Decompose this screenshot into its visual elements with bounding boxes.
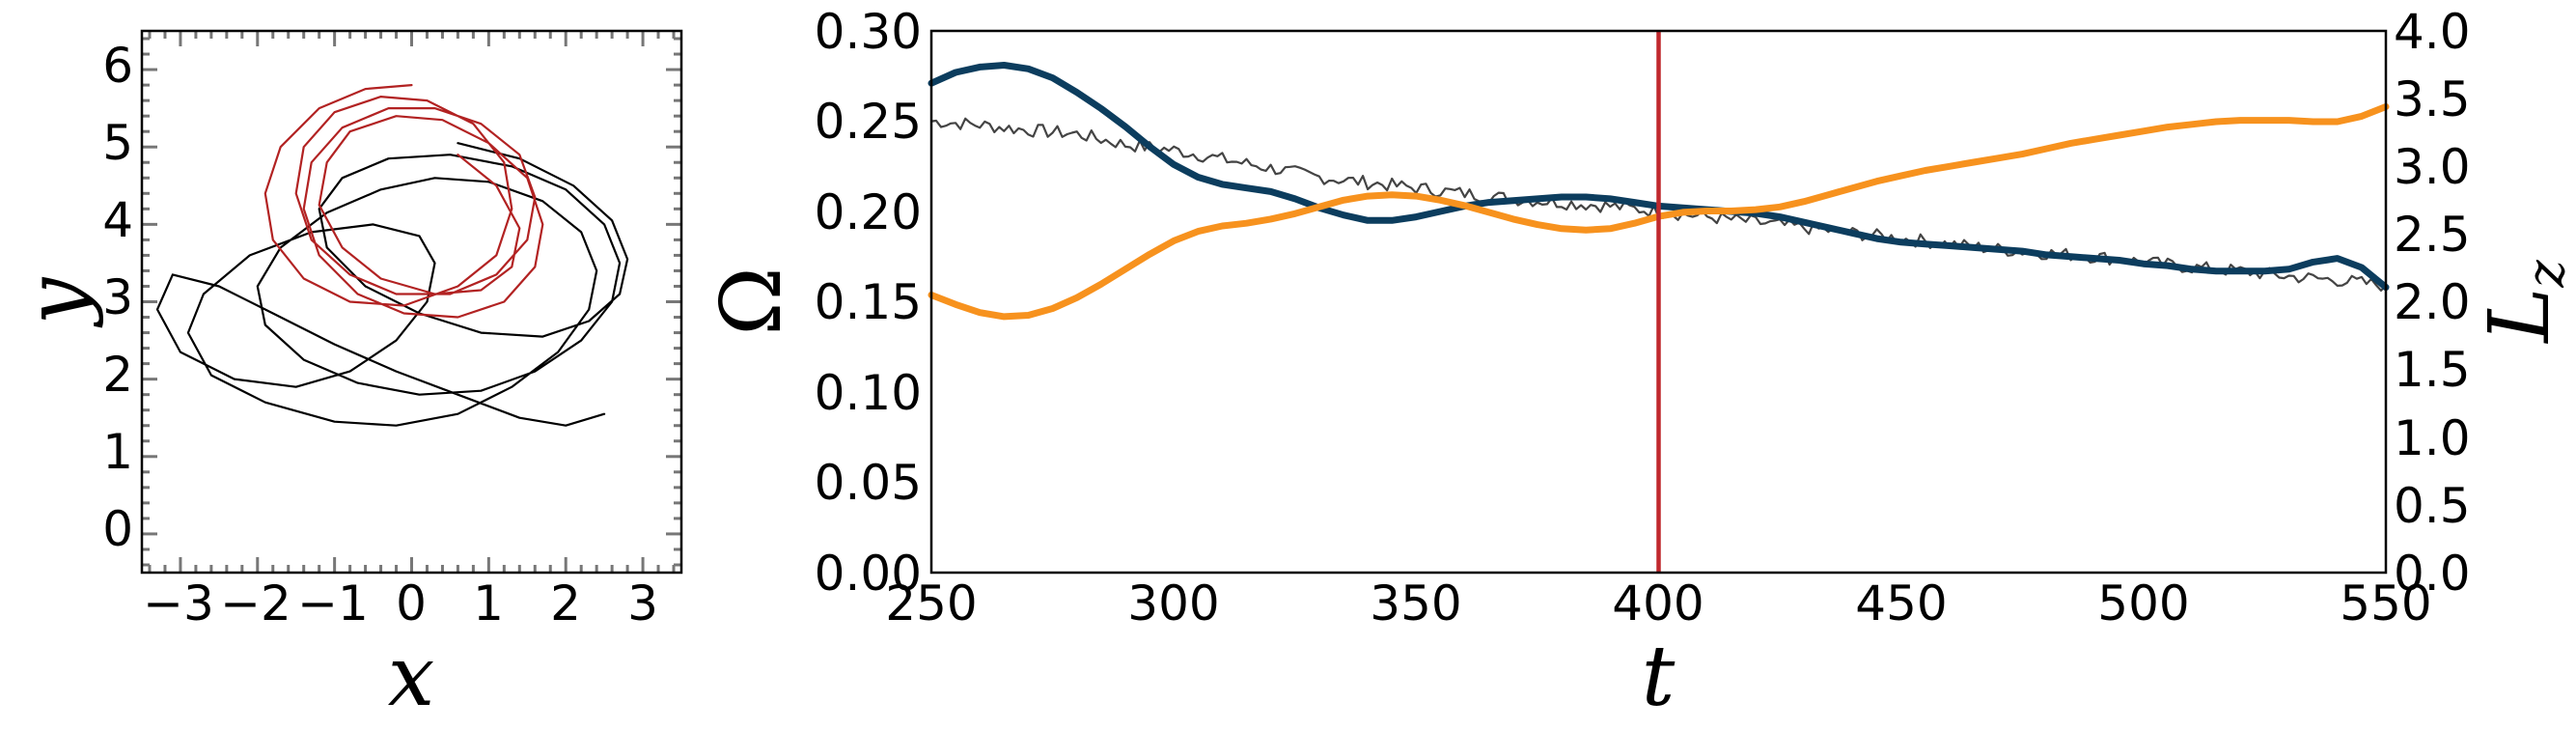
x-tick-label: −1 xyxy=(297,576,369,632)
y-tick-label: 6 xyxy=(102,38,133,94)
x-tick-label: 400 xyxy=(1612,576,1703,632)
timeseries-plot: 250 300 350 400 450 500 550 0.00 0.05 0.… xyxy=(704,4,2576,725)
y-tick-label: 0.20 xyxy=(815,184,922,240)
trajectory-x-tick-labels: −3 −2 −1 0 1 2 3 xyxy=(143,576,658,632)
timeseries-right-y-axis-label: Lz xyxy=(2472,260,2576,345)
y-tick-label: 5 xyxy=(102,115,133,171)
x-tick-label: 450 xyxy=(1855,576,1947,632)
x-tick-label: 250 xyxy=(885,576,977,632)
y-tick-label: 0 xyxy=(102,501,133,557)
y-tick-label: 4 xyxy=(102,192,133,248)
timeseries-right-y-tick-labels: 0.0 0.5 1.0 1.5 2.0 2.5 3.0 3.5 4.0 xyxy=(2394,4,2471,602)
y-tick-label: 0.15 xyxy=(815,274,922,330)
trajectory-plot: −3 −2 −1 0 1 2 3 0 1 2 3 4 5 6 x y xyxy=(9,29,683,725)
timeseries-y-tick-labels: 0.00 0.05 0.10 0.15 0.20 0.25 0.30 xyxy=(815,4,922,602)
timeseries-x-axis-label: t xyxy=(1642,629,1676,725)
x-tick-label: 3 xyxy=(627,576,658,632)
x-tick-label: −3 xyxy=(143,576,214,632)
y-tick-label: 0.25 xyxy=(815,94,922,150)
x-tick-label: 300 xyxy=(1127,576,1219,632)
x-tick-label: 0 xyxy=(396,576,427,632)
trajectory-tick-marks xyxy=(142,31,681,573)
y-tick-label: 3 xyxy=(102,269,133,325)
trajectory-x-axis-label: x xyxy=(388,629,435,725)
trajectory-plot-frame xyxy=(140,29,683,575)
x-tick-label: 1 xyxy=(473,576,504,632)
x-tick-label: 2 xyxy=(550,576,581,632)
y-tick-label: 0.05 xyxy=(815,455,922,511)
y-tick-label: 2 xyxy=(102,347,133,403)
trajectory-series-1 xyxy=(263,84,544,319)
y-tick-label: 0.10 xyxy=(815,365,922,421)
trajectory-series-0 xyxy=(155,142,629,427)
y-tick-label: 1 xyxy=(102,424,133,480)
right-y-tick-label: 0.0 xyxy=(2394,546,2471,602)
right-y-tick-label: 2.5 xyxy=(2394,207,2471,263)
x-tick-label: 550 xyxy=(2340,576,2431,632)
right-y-tick-label: 2.0 xyxy=(2394,274,2471,330)
x-tick-label: −2 xyxy=(220,576,291,632)
right-y-tick-label: 3.0 xyxy=(2394,139,2471,195)
timeseries-left-y-axis-label: Ω xyxy=(704,267,800,335)
timeseries-x-tick-labels: 250 300 350 400 450 500 550 xyxy=(885,576,2431,632)
trajectory-y-tick-labels: 0 1 2 3 4 5 6 xyxy=(102,38,133,557)
y-tick-label: 0.00 xyxy=(815,546,922,602)
timeseries-plot-frame xyxy=(929,29,2388,575)
right-y-tick-label: 1.0 xyxy=(2394,410,2471,466)
right-y-tick-label: 4.0 xyxy=(2394,4,2471,60)
trajectory-y-axis-label: y xyxy=(9,276,105,328)
y-tick-label: 0.30 xyxy=(815,4,922,60)
right-y-tick-label: 0.5 xyxy=(2394,478,2471,534)
right-y-tick-label: 3.5 xyxy=(2394,71,2471,127)
x-tick-label: 500 xyxy=(2097,576,2189,632)
trajectory-series-group xyxy=(155,84,629,427)
x-tick-label: 350 xyxy=(1370,576,1461,632)
timeseries-right-y-axis-label-group: Lz xyxy=(2472,260,2576,345)
right-y-tick-label: 1.5 xyxy=(2394,342,2471,398)
